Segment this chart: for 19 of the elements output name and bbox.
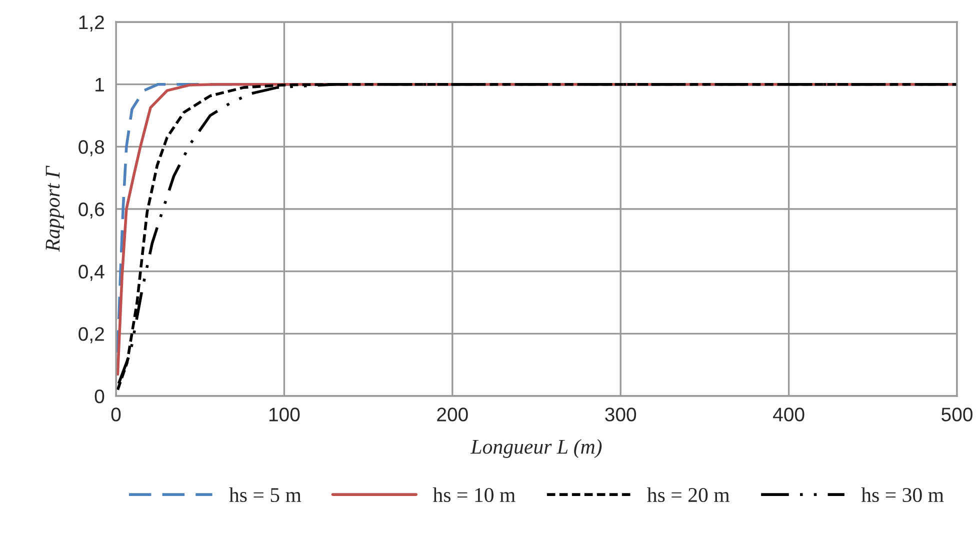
y-tick-label: 1,2 bbox=[79, 15, 104, 32]
y-tick-label: 0,2 bbox=[78, 327, 104, 344]
x-tick-label: 500 bbox=[942, 408, 972, 422]
legend-label: hs = 20 m bbox=[647, 487, 730, 502]
legend-label: hs = 10 m bbox=[432, 487, 516, 502]
x-tick-label: 400 bbox=[773, 408, 804, 422]
y-tick-label: 0,4 bbox=[78, 264, 104, 281]
x-tick-label: 200 bbox=[437, 408, 468, 422]
y-tick-label: 0,8 bbox=[78, 140, 104, 156]
x-tick-label: 0 bbox=[111, 408, 121, 422]
y-axis-title: Rapport Γ bbox=[46, 166, 64, 252]
x-tick-label: 300 bbox=[605, 408, 636, 422]
x-axis-title: Longueur L (m) bbox=[470, 439, 602, 458]
legend-label: hs = 30 m bbox=[861, 487, 944, 502]
y-tick-label: 1 bbox=[96, 78, 104, 92]
legend-label: hs = 5 m bbox=[229, 487, 302, 502]
x-tick-label: 100 bbox=[269, 408, 300, 422]
y-tick-label: 0 bbox=[94, 389, 104, 404]
y-tick-label: 0,6 bbox=[78, 202, 104, 219]
